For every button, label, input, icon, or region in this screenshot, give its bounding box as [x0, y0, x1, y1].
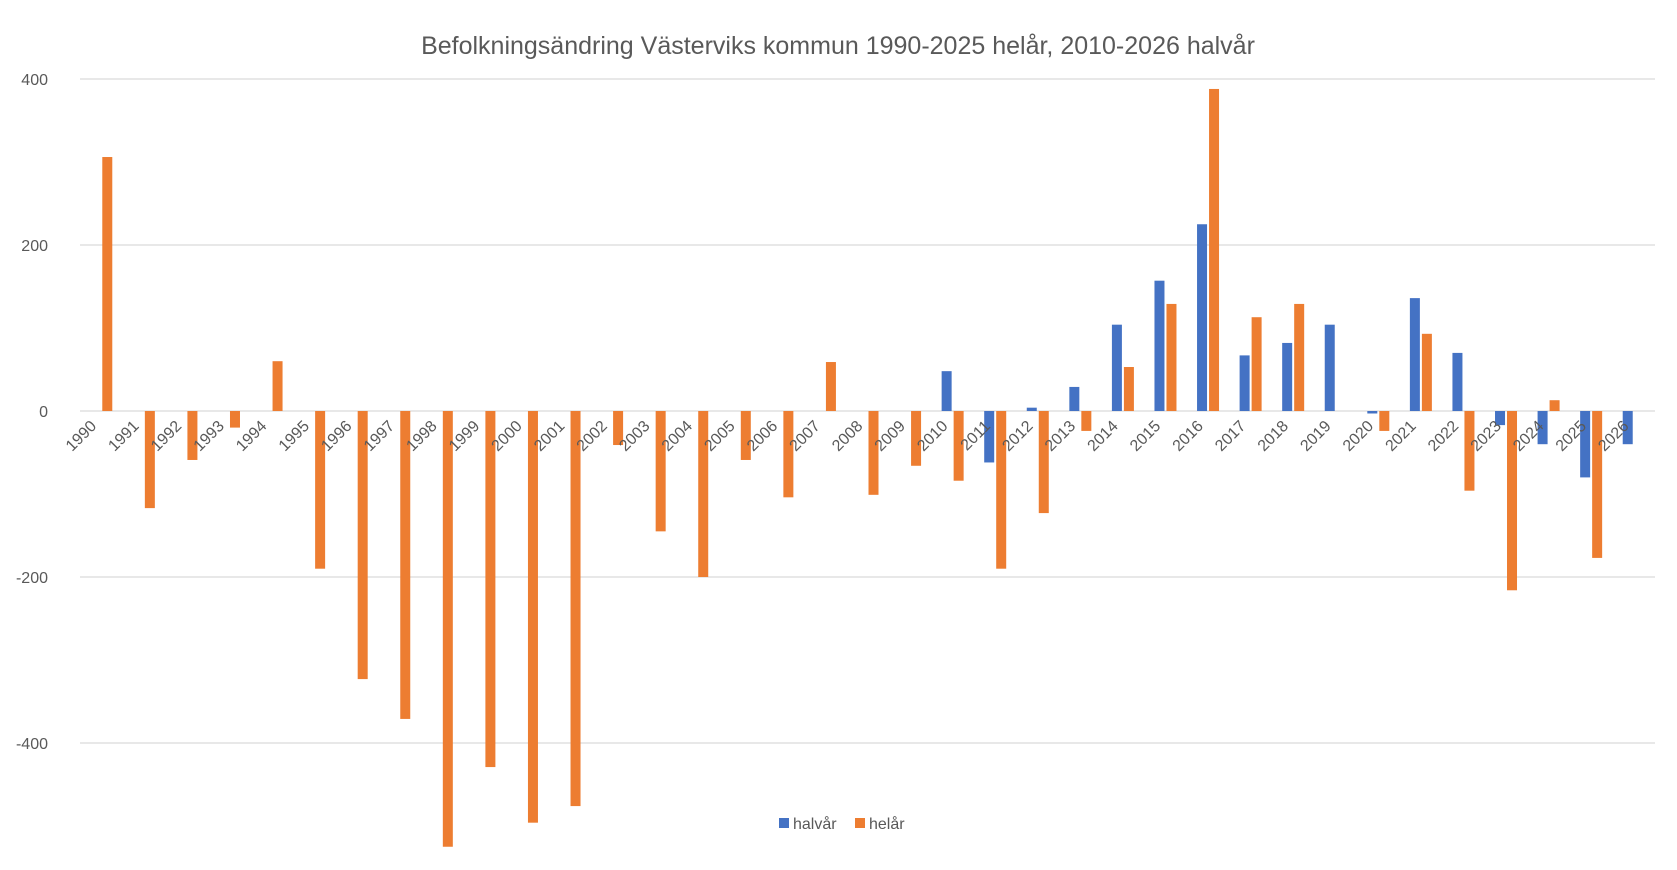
- x-tick-label: 2020: [1340, 418, 1377, 455]
- bar-halvar-2021: [1409, 298, 1420, 411]
- bar-helar-2013: [1081, 411, 1092, 431]
- x-tick-label: 2022: [1425, 418, 1462, 455]
- bar-helar-1994: [272, 361, 283, 411]
- bar-helar-1993: [229, 411, 240, 428]
- bar-helar-2015: [1166, 303, 1177, 411]
- bar-helar-2022: [1464, 411, 1475, 491]
- bar-halvar-2022: [1452, 352, 1463, 411]
- bar-helar-2020: [1379, 411, 1390, 431]
- bar-halvar-2018: [1282, 342, 1293, 411]
- bar-helar-1990: [102, 157, 113, 411]
- legend-swatch-halvar: [779, 818, 789, 828]
- bar-helar-2021: [1421, 333, 1432, 411]
- bar-helar-2006: [783, 411, 794, 498]
- gridlines: [80, 78, 1655, 744]
- bar-helar-2024: [1549, 400, 1560, 411]
- bar-helar-2007: [825, 362, 836, 411]
- bar-helar-2008: [868, 411, 879, 495]
- bar-halvar-2026: [1622, 411, 1633, 445]
- bar-helar-2016: [1209, 88, 1220, 412]
- bar-helar-2014: [1123, 367, 1134, 411]
- bar-halvar-2011: [984, 411, 995, 463]
- y-tick-label: -400: [16, 736, 48, 753]
- bar-halvar-2014: [1111, 324, 1122, 411]
- bar-helar-2009: [911, 411, 922, 466]
- bar-halvar-2019: [1324, 324, 1335, 411]
- legend-label-helar: helår: [869, 815, 905, 833]
- bar-halvar-2012: [1026, 407, 1037, 411]
- bar-helar-2023: [1507, 411, 1518, 591]
- bar-helar-1991: [144, 411, 155, 509]
- bar-helar-1998: [442, 411, 453, 847]
- x-tick-label: 2016: [1170, 418, 1207, 455]
- bar-halvar-2015: [1154, 280, 1165, 411]
- bar-helar-1996: [357, 411, 368, 680]
- bars: [102, 88, 1633, 847]
- x-tick-label: 2018: [1255, 418, 1292, 455]
- bar-halvar-2020: [1367, 411, 1378, 414]
- bar-helar-2000: [527, 411, 538, 823]
- bar-helar-2003: [655, 411, 666, 532]
- bar-helar-2012: [1038, 411, 1049, 514]
- bar-helar-2025: [1592, 411, 1603, 558]
- bar-helar-2011: [996, 411, 1007, 569]
- bar-helar-2001: [570, 411, 581, 807]
- bar-helar-1995: [315, 411, 326, 569]
- y-tick-label: 400: [21, 72, 48, 89]
- x-tick-label: 1990: [63, 418, 100, 455]
- bar-halvar-2013: [1069, 386, 1080, 411]
- y-tick-label: 200: [21, 238, 48, 255]
- legend-label-halvar: halvår: [793, 815, 837, 833]
- chart-title: Befolkningsändring Västerviks kommun 199…: [421, 32, 1255, 60]
- bar-helar-1997: [400, 411, 411, 719]
- bar-halvar-2010: [941, 371, 952, 411]
- bar-helar-2004: [698, 411, 709, 577]
- y-tick-label: -200: [16, 570, 48, 587]
- x-tick-label: 2015: [1127, 418, 1164, 455]
- bar-helar-1999: [485, 411, 496, 768]
- bar-halvar-2025: [1580, 411, 1591, 478]
- bar-helar-2002: [613, 411, 624, 446]
- bar-halvar-2023: [1495, 411, 1506, 426]
- x-tick-label: 1991: [105, 418, 142, 455]
- y-tick-label: 0: [39, 404, 48, 421]
- bar-helar-2010: [953, 411, 964, 481]
- bar-helar-2005: [740, 411, 751, 460]
- bar-helar-2018: [1294, 303, 1305, 411]
- bar-helar-1992: [187, 411, 198, 460]
- x-tick-label: 2019: [1297, 418, 1334, 455]
- legend: halvår helår: [779, 815, 905, 833]
- bar-helar-2017: [1251, 317, 1262, 411]
- bar-halvar-2016: [1197, 224, 1208, 411]
- x-axis-ticks: 1990 1991 1992 1993 1994 1995 1996 1997 1998 1999…: [63, 418, 1633, 455]
- x-tick-label: 2017: [1212, 418, 1249, 455]
- x-tick-label: 2008: [829, 418, 866, 455]
- bar-halvar-2017: [1239, 355, 1250, 411]
- x-tick-label: 1995: [276, 418, 313, 455]
- legend-swatch-helar: [855, 818, 865, 828]
- y-axis-ticks: 400 200 0 -200 -400: [16, 72, 48, 753]
- bar-halvar-2024: [1537, 411, 1548, 445]
